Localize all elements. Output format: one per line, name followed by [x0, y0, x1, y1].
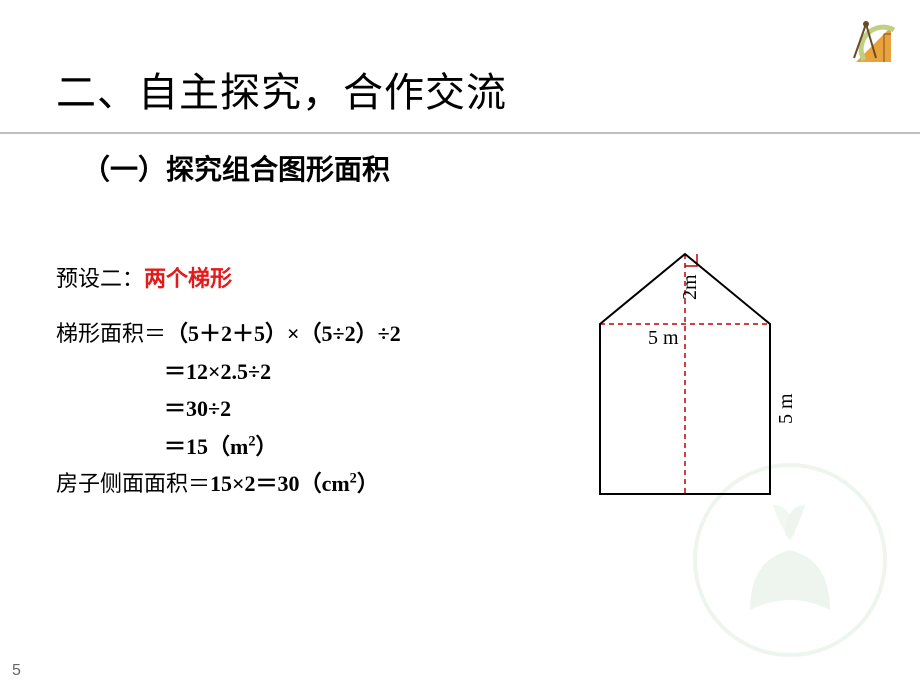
house-diagram: 2m 5 m 5 m: [570, 244, 830, 564]
content-body: 预设二：两个梯形 梯形面积＝（5＋2＋5）×（5÷2）÷2 ＝12×2.5÷2 …: [56, 260, 401, 502]
calc-line-4: ＝15（m2）: [56, 428, 401, 465]
calc4-expr: 15: [186, 434, 208, 459]
calc3-expr: 30÷2: [186, 396, 231, 421]
calc3-prefix: ＝: [164, 396, 186, 421]
preset-label: 预设二：: [56, 266, 144, 291]
calc2-prefix: ＝: [164, 359, 186, 384]
roof-height-label: 2m: [679, 274, 701, 300]
calc4-unit-open: （: [208, 434, 230, 459]
final-line: 房子侧面面积＝15×2＝30（cm2）: [56, 465, 401, 502]
wall-height-label: 5 m: [775, 393, 797, 424]
final-expr: 15×2＝30: [210, 471, 300, 496]
subsection-title: （一）探究组合图形面积: [82, 148, 390, 188]
half-base-label: 5 m: [648, 327, 679, 349]
final-unit-open: （: [300, 471, 322, 496]
final-unit-close: ）: [357, 471, 379, 496]
calc4-unit: m: [230, 434, 248, 459]
calc2-expr: 12×2.5÷2: [186, 359, 271, 384]
calc-line-2: ＝12×2.5÷2: [56, 353, 401, 390]
section-title: 二、自主探究，合作交流: [56, 60, 507, 118]
final-unit: cm: [322, 471, 350, 496]
preset-line: 预设二：两个梯形: [56, 260, 401, 297]
calc-line-1: 梯形面积＝（5＋2＋5）×（5÷2）÷2: [56, 315, 401, 352]
final-unit-sup: 2: [350, 471, 357, 487]
calc4-unit-close: ）: [256, 434, 278, 459]
slide: 二、自主探究，合作交流 （一）探究组合图形面积 预设二：两个梯形 梯形面积＝（5…: [0, 0, 920, 690]
calc4-unit-sup: 2: [248, 433, 255, 449]
calc1-expr: （5＋2＋5）×（5÷2）÷2: [166, 321, 401, 346]
geometry-tools-icon: [846, 12, 906, 72]
calc1-prefix: 梯形面积＝: [56, 321, 166, 346]
page-number: 5: [12, 662, 21, 680]
final-prefix: 房子侧面面积＝: [56, 471, 210, 496]
calc-line-3: ＝30÷2: [56, 390, 401, 427]
horizontal-rule: [0, 132, 920, 134]
preset-value: 两个梯形: [144, 266, 232, 291]
calc4-prefix: ＝: [164, 434, 186, 459]
